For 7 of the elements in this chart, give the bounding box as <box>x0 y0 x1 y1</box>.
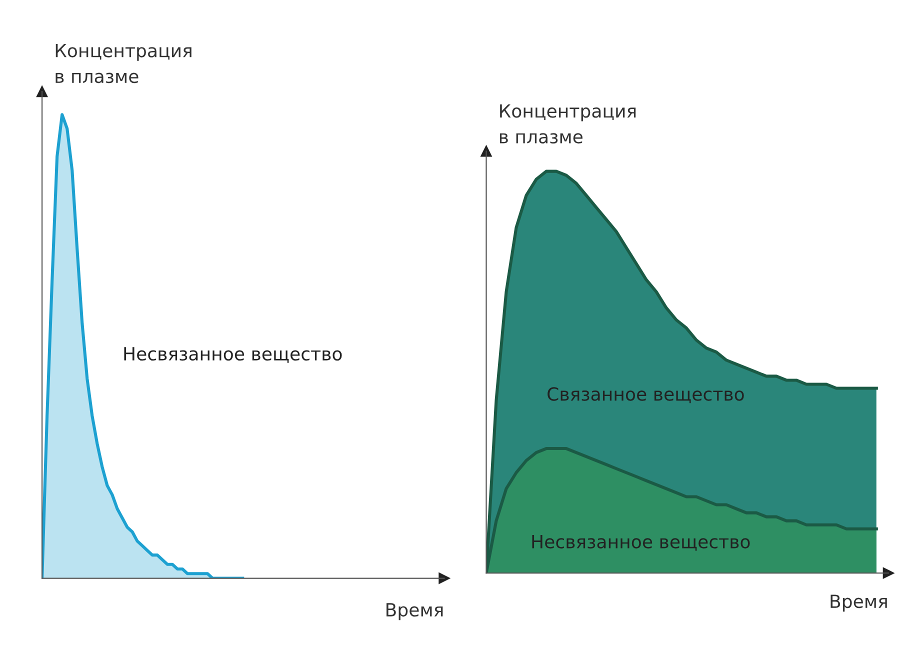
x-axis-title: Время <box>386 603 443 620</box>
y-axis-title: Концентрация в плазме <box>56 44 192 84</box>
x-axis-title: Время <box>830 594 887 612</box>
y-axis-title: Концентрация в плазме <box>500 104 636 144</box>
annotation: Несвязанное вещество <box>532 535 750 551</box>
annotation: Связанное вещество <box>548 387 744 404</box>
annotation: Несвязанное вещество <box>124 347 342 363</box>
